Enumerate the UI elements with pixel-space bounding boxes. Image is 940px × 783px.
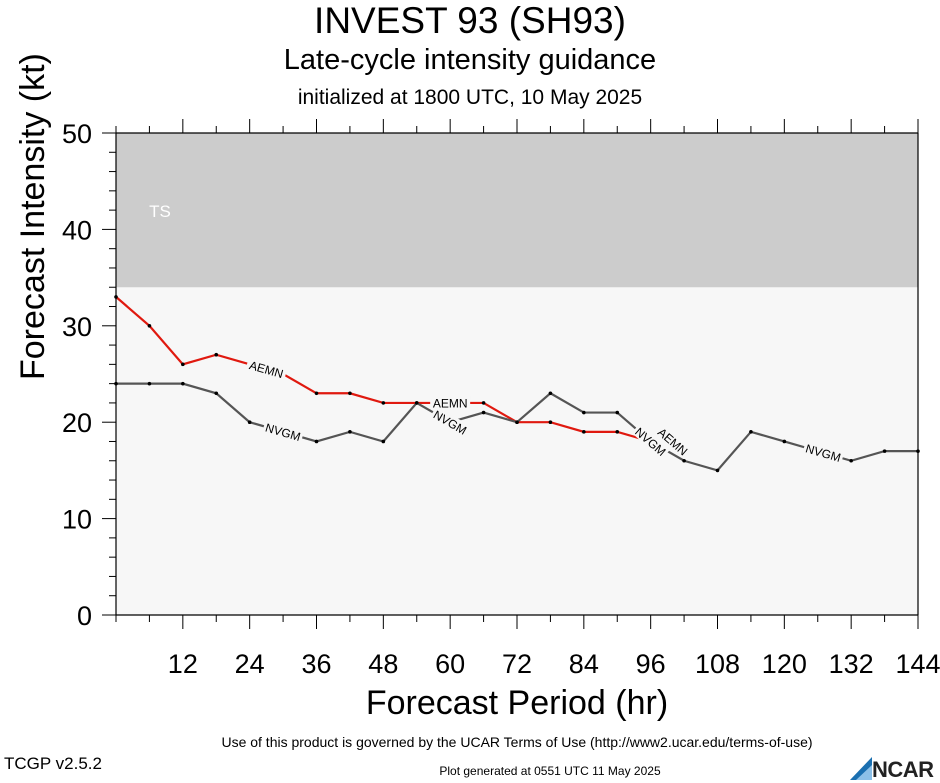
- y-tick-label: 10: [62, 505, 92, 535]
- data-point: [615, 430, 620, 434]
- data-point: [147, 381, 152, 386]
- x-tick-label: 36: [301, 649, 331, 679]
- data-point: [481, 401, 486, 405]
- x-axis-label: Forecast Period (hr): [365, 684, 669, 722]
- series-label-background: [245, 356, 288, 381]
- axes: 0 10 20 30 40 50 12 24 36 48 60 72 84 96 108 120 132 144: [62, 119, 940, 679]
- data-point: [582, 430, 586, 434]
- data-point: [582, 410, 586, 415]
- data-point: [882, 449, 887, 453]
- series-label-background: [430, 395, 471, 409]
- data-point: [181, 362, 185, 367]
- series-label-background: [802, 440, 845, 465]
- data-point: [715, 468, 720, 473]
- x-tick-label: 120: [762, 649, 807, 679]
- band-label: TS: [149, 202, 171, 221]
- data-point: [214, 391, 219, 396]
- data-point: [548, 420, 553, 425]
- generated-time: Plot generated at 0551 UTC 11 May 2025: [439, 764, 661, 778]
- data-point: [147, 324, 152, 328]
- data-point: [181, 381, 185, 386]
- ncar-logo-text: NCAR: [872, 757, 934, 782]
- data-point: [615, 410, 620, 415]
- chart-subtitle: Late-cycle intensity guidance: [283, 44, 657, 76]
- x-tick-label: 108: [695, 649, 740, 679]
- y-tick-label: 40: [62, 215, 92, 245]
- band-ts: [116, 133, 918, 288]
- data-point: [348, 430, 352, 434]
- y-tick-label: 30: [62, 312, 92, 342]
- data-point: [247, 420, 252, 425]
- data-point: [481, 410, 486, 415]
- data-point: [414, 401, 419, 405]
- intensity-bands: TS: [116, 133, 918, 288]
- series-label-background: [429, 406, 471, 438]
- series-label-background: [262, 419, 305, 444]
- data-point: [849, 458, 853, 463]
- ncar-logo-icon: [850, 757, 872, 780]
- x-tick-label: 96: [636, 649, 666, 679]
- x-tick-label: 48: [368, 649, 398, 679]
- data-point: [381, 401, 386, 405]
- x-tick-label: 24: [235, 649, 265, 679]
- terms-of-use: Use of this product is governed by the U…: [221, 734, 813, 750]
- data-point: [782, 439, 787, 444]
- data-point: [515, 420, 519, 425]
- y-tick-label: 20: [62, 408, 92, 438]
- y-tick-label: 0: [77, 601, 92, 631]
- version-label: TCGP v2.5.2: [4, 754, 102, 773]
- data-point: [548, 391, 553, 396]
- x-tick-label: 84: [569, 649, 599, 679]
- chart-title: INVEST 93 (SH93): [314, 0, 626, 41]
- x-tick-label: 60: [435, 649, 465, 679]
- data-point: [348, 391, 352, 396]
- series-label-background: [631, 423, 671, 460]
- series-label-text: AEMN: [433, 396, 468, 410]
- series-label-background: [653, 423, 693, 460]
- data-point: [214, 352, 219, 357]
- y-axis-label: Forecast Intensity (kt): [14, 53, 52, 380]
- y-tick-label: 50: [62, 119, 92, 149]
- x-tick-label: 144: [895, 649, 940, 679]
- series-label-aemn: AEMN: [430, 395, 471, 410]
- data-point: [682, 458, 686, 463]
- data-point: [314, 391, 319, 396]
- data-point: [314, 439, 319, 444]
- data-point: [749, 430, 753, 434]
- x-tick-label: 132: [829, 649, 874, 679]
- x-tick-label: 72: [502, 649, 532, 679]
- x-tick-label: 12: [168, 649, 198, 679]
- init-time: initialized at 1800 UTC, 10 May 2025: [297, 86, 643, 109]
- data-point: [381, 439, 386, 444]
